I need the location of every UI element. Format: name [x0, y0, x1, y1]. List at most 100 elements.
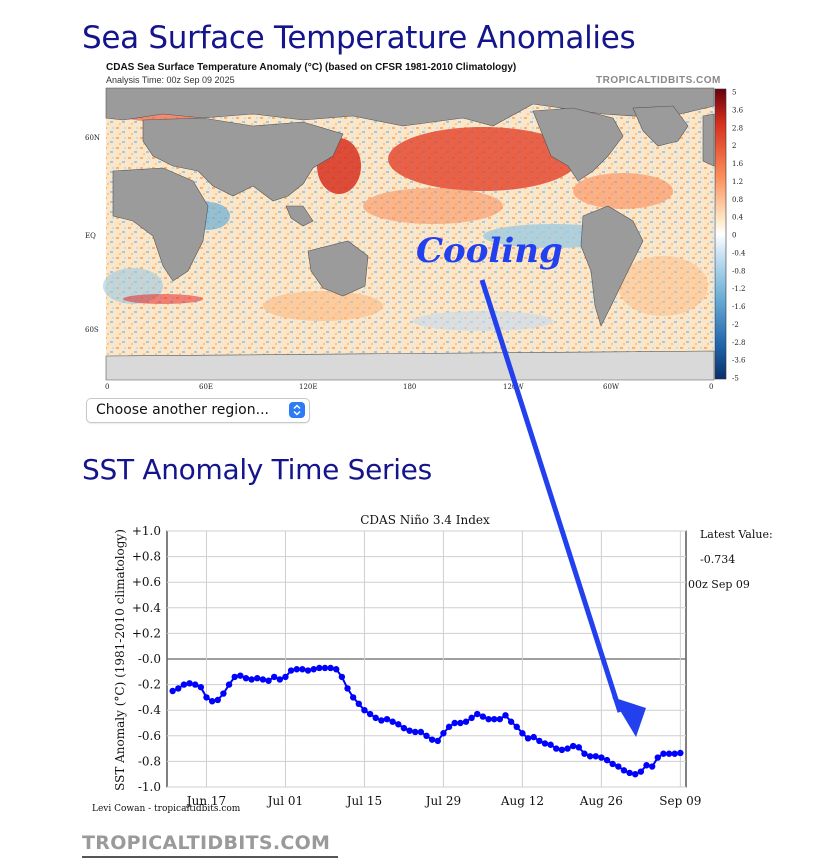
data-point — [457, 719, 464, 727]
x-tick-label: Sep 09 — [659, 794, 701, 808]
data-point — [677, 749, 684, 757]
lon-label-0: 0 — [105, 383, 109, 391]
data-point — [265, 677, 272, 684]
page-title-series: SST Anomaly Time Series — [82, 453, 432, 486]
data-point — [248, 676, 255, 683]
region-select-label: Choose another region... — [96, 402, 269, 418]
stepper-icon[interactable] — [289, 402, 305, 418]
y-tick-label: -0.4 — [138, 703, 162, 717]
colorbar-label: -0.4 — [732, 249, 746, 257]
data-point — [507, 718, 515, 725]
colorbar-label: -1.2 — [732, 285, 746, 293]
data-point — [468, 714, 475, 722]
data-point — [180, 681, 188, 688]
data-point — [293, 666, 300, 673]
y-tick-label: -0.6 — [138, 729, 161, 743]
data-point — [586, 753, 594, 760]
colorbar-label: -1.6 — [732, 303, 746, 311]
colorbar-label: 0.8 — [732, 196, 743, 204]
data-point — [237, 672, 244, 679]
data-point — [530, 733, 537, 741]
y-tick-label: +0.8 — [132, 550, 161, 564]
colorbar-label: 0 — [732, 232, 736, 240]
data-point — [378, 717, 385, 724]
data-point — [400, 724, 408, 732]
data-point — [383, 715, 391, 723]
data-point — [310, 666, 317, 673]
footer-divider — [82, 856, 338, 858]
data-point — [282, 673, 289, 681]
data-point — [259, 676, 267, 683]
data-point — [575, 744, 583, 751]
data-point — [553, 745, 560, 752]
data-point — [474, 710, 481, 718]
colorbar-label: -2.8 — [732, 339, 746, 347]
data-point — [671, 750, 678, 757]
colorbar-label: 0.4 — [732, 214, 744, 222]
data-point — [333, 666, 340, 673]
data-point — [615, 763, 622, 770]
region-select[interactable]: Choose another region... — [86, 398, 310, 423]
data-point — [276, 676, 284, 683]
y-axis-label: SST Anomaly (°C) (1981-2010 climatology) — [113, 529, 127, 791]
lat-label-60s: 60S — [85, 326, 99, 334]
data-point — [175, 685, 182, 692]
x-tick-label: Aug 26 — [579, 794, 623, 808]
data-point — [496, 715, 504, 723]
data-point — [581, 750, 588, 757]
data-point — [643, 762, 650, 769]
data-point — [287, 667, 295, 674]
data-point — [203, 694, 210, 701]
data-point — [536, 737, 543, 745]
data-point — [355, 700, 363, 707]
x-tick-label: Jul 01 — [266, 794, 303, 808]
data-point — [434, 737, 441, 745]
x-tick-label: Jun 17 — [185, 794, 226, 808]
colorbar-label: 1.2 — [732, 178, 743, 186]
colorbar-label: -0.8 — [732, 267, 746, 275]
data-point — [304, 667, 312, 674]
sst-anomaly-map: 5 3.6 2.8 2 1.6 1.2 0.8 0.4 0 -0.4 -0.8 -1.2 -1.6 -2 -… — [85, 56, 746, 401]
data-point — [208, 698, 216, 705]
footer-brand: TROPICALTIDBITS.COM — [82, 832, 331, 854]
data-point — [225, 681, 233, 688]
y-tick-label: +0.4 — [132, 601, 162, 615]
y-tick-label: -0.2 — [138, 678, 161, 692]
data-point — [417, 728, 425, 736]
data-point — [609, 760, 616, 768]
data-point — [547, 741, 554, 748]
lat-label-60n: 60N — [85, 134, 100, 142]
y-tick-label: -1.0 — [138, 780, 161, 794]
map-analysis-time: Analysis Time: 00z Sep 09 2025 — [106, 75, 235, 85]
latest-label: Latest Value: — [700, 528, 773, 541]
colorbar-label: -5 — [732, 375, 739, 383]
colorbar-label: 1.6 — [732, 160, 744, 168]
y-tick-label: +0.6 — [132, 575, 161, 589]
data-point — [513, 723, 520, 731]
data-point — [462, 718, 470, 725]
colorbar-label: 2.8 — [732, 124, 743, 132]
data-point — [220, 690, 227, 697]
data-point — [632, 771, 639, 778]
y-tick-label: -0.0 — [138, 652, 161, 666]
latest-time: 00z Sep 09 — [688, 578, 750, 591]
data-point — [186, 680, 193, 687]
data-point — [485, 715, 492, 723]
data-point — [626, 769, 633, 777]
data-point — [412, 728, 419, 736]
colorbar-label: 5 — [732, 89, 736, 97]
chart-title: CDAS Niño 3.4 Index — [360, 513, 490, 527]
data-point — [214, 696, 221, 704]
cooling-arrowhead — [612, 697, 646, 737]
lon-label-60w: 60W — [603, 383, 620, 391]
data-point — [519, 730, 526, 737]
data-point — [502, 712, 509, 719]
data-point — [620, 767, 628, 774]
y-tick-label: -0.8 — [138, 754, 161, 768]
data-point — [231, 673, 238, 681]
lat-label-eq: EQ — [85, 232, 96, 240]
data-point — [254, 675, 261, 682]
data-point — [169, 687, 176, 695]
data-point — [349, 694, 357, 701]
